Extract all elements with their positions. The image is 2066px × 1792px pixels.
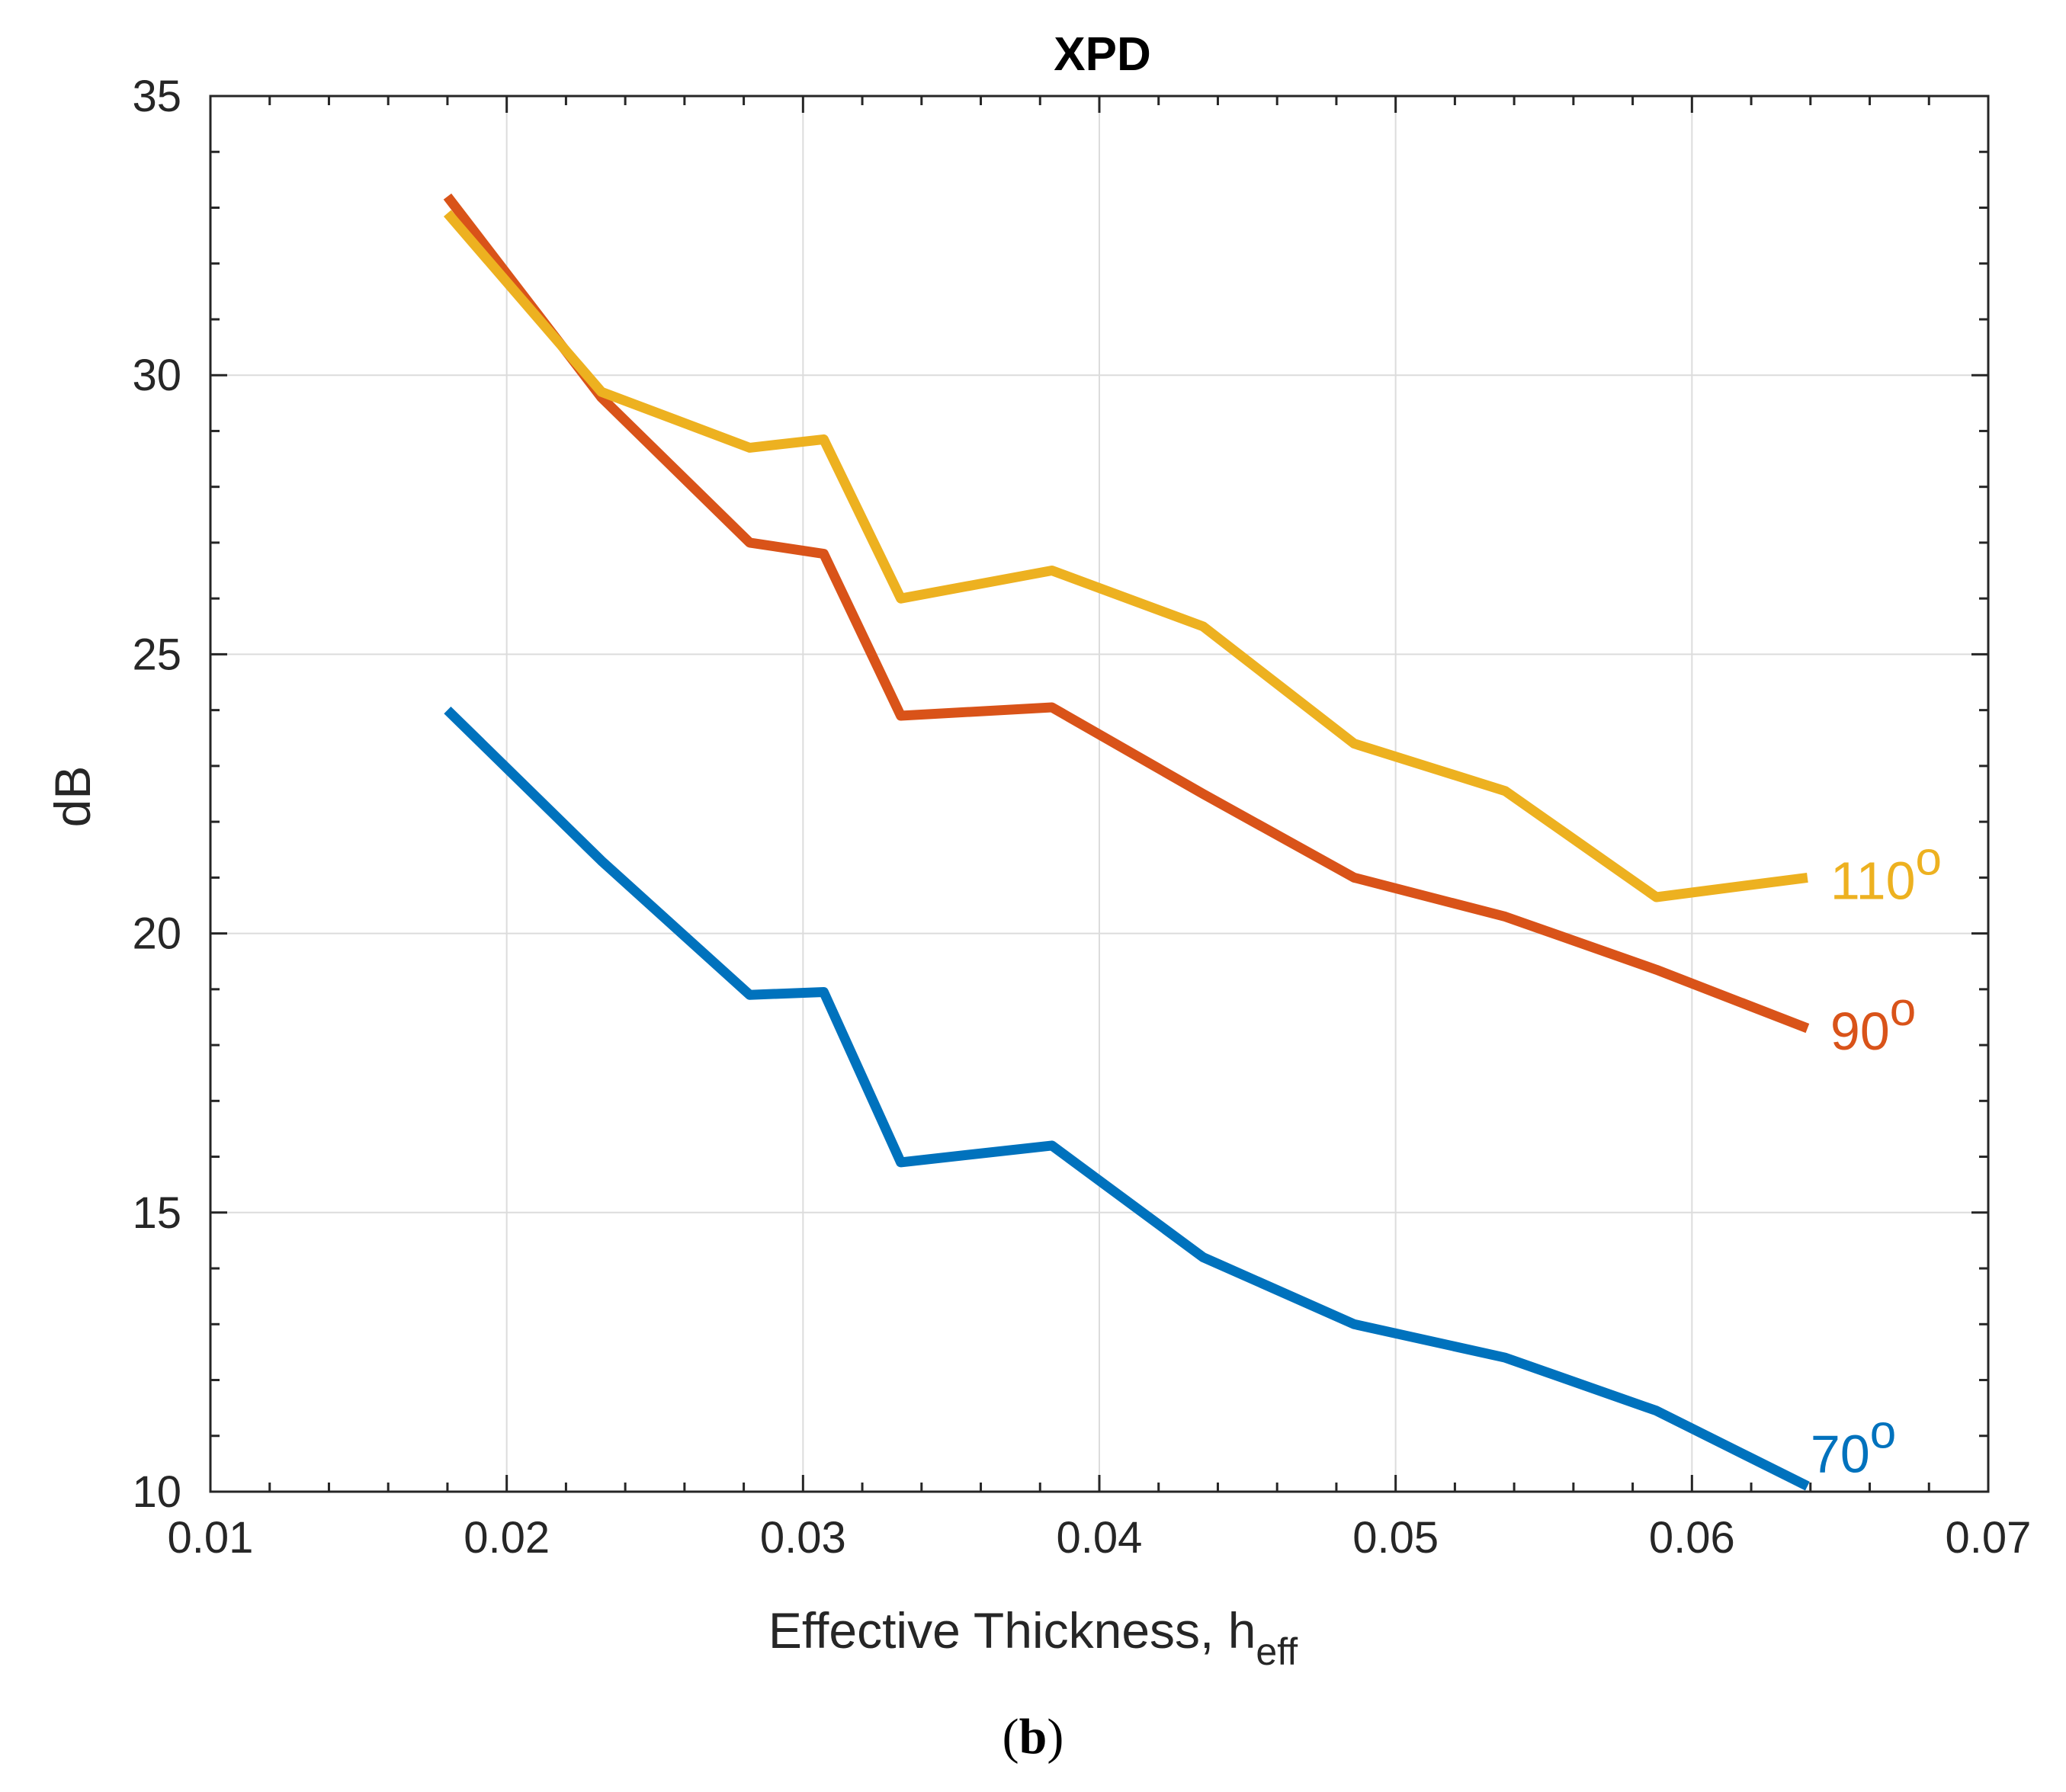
y-tick-label: 25 <box>132 630 181 679</box>
series-label-degree: o <box>1890 983 1916 1036</box>
y-tick-label: 15 <box>132 1188 181 1238</box>
x-tick-label: 0.06 <box>1649 1513 1735 1563</box>
x-axis-label-main: Effective Thickness, h <box>768 1602 1256 1659</box>
x-tick-label: 0.02 <box>464 1513 550 1563</box>
series-layer <box>443 193 1810 1491</box>
y-tick-label: 30 <box>132 351 181 400</box>
x-tick-label: 0.05 <box>1352 1513 1439 1563</box>
series-line-90 <box>443 193 1810 1034</box>
series-label-90: 90o <box>1830 983 1916 1061</box>
x-tick-label: 0.01 <box>168 1513 254 1563</box>
tick-layer <box>209 95 1990 1493</box>
x-tick-label: 0.04 <box>1057 1513 1143 1563</box>
y-axis-label: dB <box>44 766 101 828</box>
series-label-110: 110o <box>1830 832 1942 910</box>
series-label-degree: o <box>1870 1406 1896 1459</box>
x-axis-label: Effective Thickness, heff <box>768 1602 1298 1673</box>
x-axis-label-subscript: eff <box>1256 1630 1298 1673</box>
y-tick-label: 10 <box>132 1467 181 1517</box>
tick-label-layer: 0.01 0.02 0.03 0.04 0.05 0.06 0.07 10 15 20 25 30 35 <box>132 72 2031 1563</box>
y-tick-label: 35 <box>132 72 181 121</box>
x-tick-label: 0.03 <box>760 1513 846 1563</box>
x-tick-label: 0.07 <box>1946 1513 2032 1563</box>
y-tick-label: 20 <box>132 909 181 959</box>
series-line-110 <box>443 210 1808 902</box>
caption-close-paren: ) <box>1047 1709 1063 1765</box>
caption-letter: b <box>1019 1709 1047 1765</box>
series-label-degree: o <box>1916 832 1942 885</box>
series-label-70: 70o <box>1811 1406 1896 1484</box>
series-line-70 <box>444 706 1810 1491</box>
chart-title: XPD <box>1054 28 1150 81</box>
series-label-value: 70 <box>1811 1425 1870 1484</box>
caption-open-paren: ( <box>1003 1709 1019 1765</box>
series-label-value: 90 <box>1830 1002 1890 1061</box>
figure-caption: (b) <box>1003 1709 1064 1765</box>
grid-layer <box>210 96 1988 1492</box>
series-label-value: 110 <box>1830 851 1916 910</box>
